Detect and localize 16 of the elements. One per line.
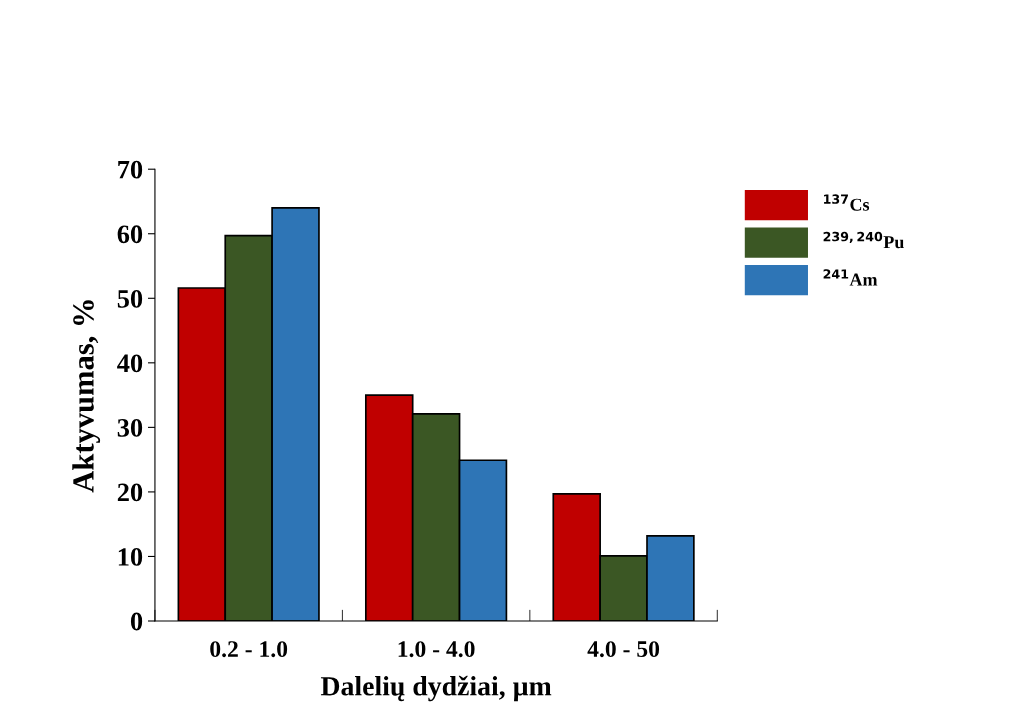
y-tick-label: 30: [117, 418, 143, 437]
legend-label: $^{241}$Am: [823, 269, 878, 286]
legend-label: $^{239,240}$Pu: [823, 231, 904, 249]
x-axis-title: Dalelių dydžiai, µm: [320, 675, 552, 702]
y-tick-label: 50: [117, 289, 143, 308]
legend-label: $^{137}$Cs: [824, 194, 870, 211]
x-tick-label: 0.2 - 1.0: [210, 641, 288, 658]
x-tick-label: 1.0 - 4.0: [398, 641, 475, 658]
y-tick-label: 10: [118, 548, 143, 566]
y-tick-label: 40: [117, 354, 143, 373]
y-axis-title: Aktyvumas, %: [72, 300, 101, 493]
y-tick-label: 60: [117, 225, 143, 244]
y-tick-label: 70: [118, 160, 143, 179]
x-tick-label: 4.0 - 50: [587, 641, 660, 658]
y-tick-label: 0: [130, 612, 143, 631]
y-tick-label: 20: [117, 483, 143, 502]
